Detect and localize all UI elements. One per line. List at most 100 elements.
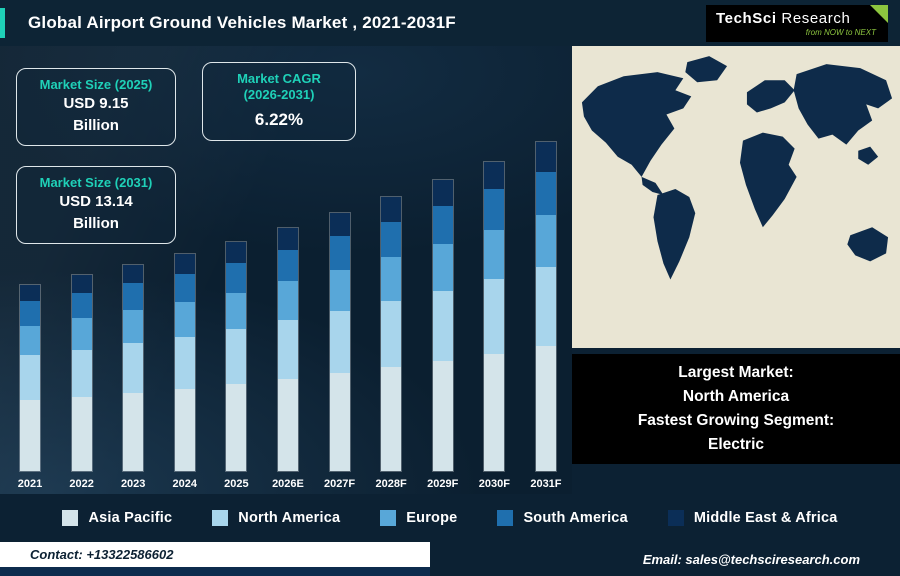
bar-column-2022: 2022 — [66, 274, 98, 490]
bar-segment-south-america — [123, 283, 144, 311]
chart-panel: Market Size (2025) USD 9.15 Billion Mark… — [0, 46, 572, 494]
bar-segment-south-america — [277, 249, 298, 282]
logo-brand-bold: TechSci — [716, 10, 777, 27]
bar-segment-europe — [381, 257, 402, 302]
bar-segment-middle-east-africa — [71, 275, 92, 293]
email-text: Email: sales@techsciresearch.com — [642, 551, 860, 567]
bar-column-2029F: 2029F — [427, 179, 459, 490]
map-south-america — [653, 188, 696, 280]
bar-segment-middle-east-africa — [484, 161, 505, 190]
market-size-2031-unit: Billion — [73, 215, 119, 232]
bar-column-2031F: 2031F — [530, 141, 562, 490]
x-axis-label-2028F: 2028F — [375, 478, 407, 490]
main-content: Market Size (2025) USD 9.15 Billion Mark… — [0, 46, 900, 494]
bar-segment-asia-pacific — [535, 346, 556, 471]
bar-segment-middle-east-africa — [329, 212, 350, 237]
bar-segment-north-america — [535, 267, 556, 347]
bar-segment-south-america — [20, 301, 40, 326]
bar-segment-asia-pacific — [484, 353, 505, 471]
x-axis-label-2031F: 2031F — [530, 478, 562, 490]
market-size-2031-label: Market Size (2031) — [39, 175, 153, 190]
legend-label-asia-pacific: Asia Pacific — [88, 510, 173, 526]
map-asia — [793, 64, 893, 145]
bar-segment-south-america — [484, 189, 505, 230]
contact-band: Contact: +13322586602 — [0, 542, 430, 567]
bar-stack-2026E — [276, 227, 299, 472]
market-size-2031-box: Market Size (2031) USD 13.14 Billion — [16, 166, 176, 244]
legend-swatch-europe — [380, 510, 397, 526]
bar-stack-2028F — [380, 196, 403, 472]
bar-segment-asia-pacific — [277, 378, 298, 471]
map-central-america — [641, 176, 664, 195]
world-map — [572, 46, 900, 348]
market-cagr-label: Market CAGR — [237, 71, 321, 86]
right-panel: Largest Market: North America Fastest Gr… — [572, 46, 900, 494]
bar-stack-2023 — [122, 263, 145, 472]
x-axis-label-2029F: 2029F — [427, 478, 459, 490]
bar-segment-asia-pacific — [329, 373, 350, 471]
bar-stack-2030F — [483, 160, 506, 472]
bar-segment-asia-pacific — [123, 392, 144, 471]
bar-column-2027F: 2027F — [323, 211, 356, 490]
x-axis-label-2027F: 2027F — [323, 478, 356, 490]
footer: Contact: +13322586602 Email: sales@techs… — [0, 542, 900, 576]
legend-item-europe: Europe — [380, 510, 457, 526]
bar-segment-middle-east-africa — [123, 264, 144, 284]
legend-swatch-asia-pacific — [62, 510, 79, 526]
bar-segment-europe — [277, 281, 298, 321]
map-north-america — [581, 72, 692, 177]
legend-swatch-north-america — [212, 510, 229, 526]
largest-market-value: North America — [682, 387, 790, 405]
legend-label-south-america: South America — [523, 510, 628, 526]
bar-segment-europe — [174, 301, 195, 337]
x-axis-label-2023: 2023 — [120, 478, 146, 490]
bar-segment-north-america — [277, 320, 298, 379]
bar-segment-south-america — [535, 172, 556, 215]
map-greenland — [685, 56, 728, 83]
map-africa — [739, 132, 797, 228]
bar-segment-north-america — [20, 355, 40, 401]
bar-segment-europe — [226, 292, 247, 329]
market-cagr-box: Market CAGR (2026-2031) 6.22% — [202, 62, 356, 142]
bar-segment-north-america — [432, 290, 453, 361]
legend-swatch-middle-east-africa — [667, 510, 684, 526]
header-accent-bar — [0, 8, 5, 38]
highlight-box: Largest Market: North America Fastest Gr… — [572, 354, 900, 464]
bar-segment-europe — [71, 318, 92, 350]
bar-segment-north-america — [174, 336, 195, 389]
bar-column-2021: 2021 — [14, 283, 46, 490]
market-size-2031-value: USD 13.14 — [59, 193, 133, 211]
bar-segment-south-america — [381, 221, 402, 258]
map-australia — [847, 227, 889, 262]
world-map-svg — [572, 46, 900, 348]
market-size-2025-value: USD 9.15 — [63, 95, 129, 113]
bar-segment-middle-east-africa — [226, 242, 247, 263]
bar-column-2030F: 2030F — [478, 160, 510, 490]
bar-stack-2021 — [19, 283, 41, 472]
footer-contact-strip: Contact: +13322586602 — [0, 542, 430, 576]
bar-segment-europe — [20, 325, 40, 356]
bar-stack-2025 — [225, 241, 248, 472]
bar-segment-north-america — [71, 349, 92, 397]
market-size-2025-label: Market Size (2025) — [39, 77, 153, 92]
bar-segment-asia-pacific — [226, 384, 247, 471]
contact-text: Contact: +13322586602 — [30, 547, 174, 562]
bar-segment-europe — [432, 244, 453, 291]
logo-tagline: from NOW to NEXT — [805, 28, 876, 37]
logo-brand: TechSci Research — [716, 10, 876, 27]
bar-column-2026E: 2026E — [272, 227, 304, 490]
largest-market-label: Largest Market: — [678, 363, 794, 381]
map-southeast-asia — [858, 146, 879, 165]
legend-item-south-america: South America — [497, 510, 628, 526]
bar-segment-middle-east-africa — [432, 180, 453, 207]
bar-segment-europe — [484, 229, 505, 280]
market-size-2025-box: Market Size (2025) USD 9.15 Billion — [16, 68, 176, 146]
bar-segment-europe — [329, 269, 350, 311]
legend-item-asia-pacific: Asia Pacific — [62, 510, 172, 526]
x-axis-label-2022: 2022 — [69, 478, 94, 490]
bar-segment-middle-east-africa — [381, 197, 402, 222]
bar-segment-south-america — [174, 273, 195, 302]
bar-chart: 2021 2022 2023 2024 2025 2026E 2027F 2028F 2029F… — [14, 141, 562, 490]
bar-column-2028F: 2028F — [375, 196, 407, 490]
